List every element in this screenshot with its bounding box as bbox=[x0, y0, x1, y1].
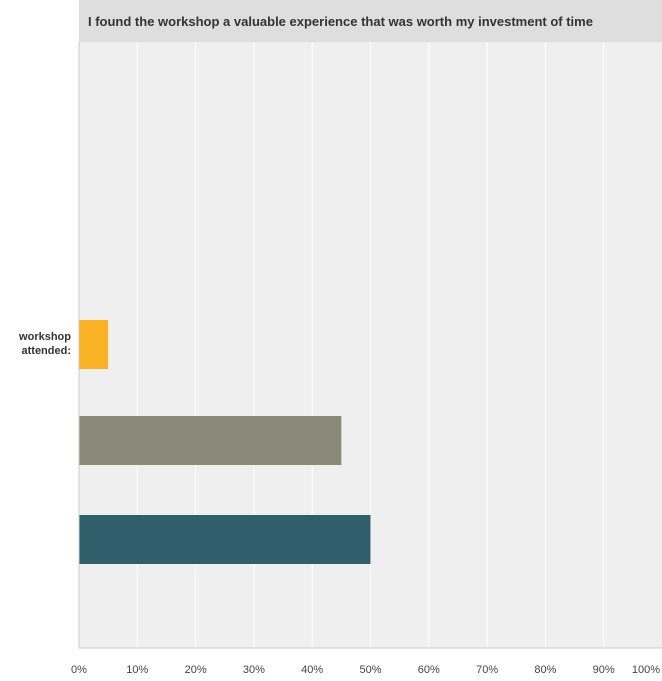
bar-series-1 bbox=[79, 320, 109, 369]
x-tick-label: 10% bbox=[126, 664, 148, 676]
category-label: workshop attended: bbox=[19, 331, 71, 357]
x-tick-label: 60% bbox=[418, 664, 440, 676]
x-tick-label: 70% bbox=[476, 664, 498, 676]
x-tick-label: 100% bbox=[632, 664, 660, 676]
x-tick-label: 20% bbox=[185, 664, 207, 676]
bar-series-3 bbox=[79, 515, 371, 564]
chart-title-bar bbox=[79, 0, 662, 42]
chart-title: I found the workshop a valuable experien… bbox=[88, 14, 593, 29]
bar-series-2 bbox=[79, 416, 342, 465]
x-tick-label: 30% bbox=[243, 664, 265, 676]
x-tick-label: 0% bbox=[71, 664, 87, 676]
x-tick-label: 90% bbox=[593, 664, 615, 676]
x-tick-label: 50% bbox=[359, 664, 381, 676]
x-tick-label: 40% bbox=[301, 664, 323, 676]
x-tick-label: 80% bbox=[534, 664, 556, 676]
